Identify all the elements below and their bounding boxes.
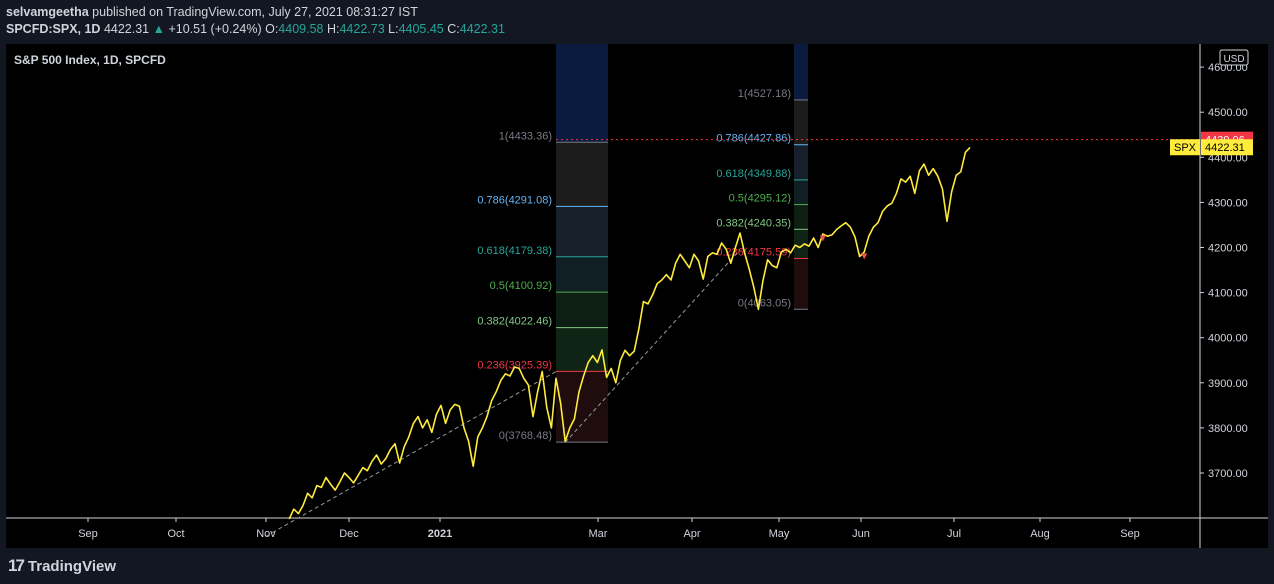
fib-zone: [794, 229, 808, 259]
y-tick-label: 4100.00: [1208, 288, 1248, 300]
fib-top-band: [794, 44, 808, 100]
tradingview-brand: TradingView: [27, 557, 117, 575]
fib-zone: [556, 206, 608, 257]
symbol-badge-label: SPX: [1174, 142, 1197, 154]
fib-zone: [556, 142, 608, 207]
fib-top-band: [556, 44, 608, 143]
fib-level-label: 0.382(4240.35): [716, 217, 791, 229]
price-chart[interactable]: 3700.00 3800.00 3900.00 4000.00 4100.00 4200.…: [6, 44, 1268, 548]
quote-line: SPCFD:SPX, 1D 4422.31 ▲ +10.51 (+0.24%) …: [6, 22, 505, 36]
symbol-label[interactable]: SPCFD:SPX, 1D: [6, 22, 101, 36]
tradingview-logo-icon: 17: [8, 556, 25, 575]
close-value: 4422.31: [459, 22, 505, 36]
close-label: C:: [447, 22, 460, 36]
fib-level-label: 0(4063.05): [738, 297, 791, 309]
x-tick-label: Jul: [947, 528, 961, 540]
fib-level-label: 0.618(4349.88): [716, 168, 791, 180]
x-tick-label: May: [769, 528, 790, 540]
y-tick-label: 4400.00: [1208, 152, 1248, 164]
footer: 17 TradingView: [0, 548, 1274, 584]
fib-zone: [556, 292, 608, 328]
y-tick-label: 4500.00: [1208, 107, 1248, 119]
low-value: 4405.45: [398, 22, 444, 36]
last-price: 4422.31: [103, 22, 150, 36]
price-line: [288, 146, 971, 520]
fib-level-label: 0.236(3925.39): [477, 359, 552, 371]
trend-line: [265, 371, 557, 537]
fib-zone: [794, 179, 808, 205]
tradingview-logo[interactable]: 17 TradingView: [8, 556, 116, 576]
x-tick-label: Aug: [1030, 528, 1050, 540]
fib-zone: [794, 144, 808, 180]
last-price-badge: [1201, 139, 1253, 156]
fib-level-label: 0.5(4100.92): [490, 280, 552, 292]
y-tick-label: 4300.00: [1208, 197, 1248, 209]
open-label: O:: [265, 22, 279, 36]
low-label: L:: [388, 22, 399, 36]
open-value: 4409.58: [278, 22, 324, 36]
fib-level-label: 0.786(4427.86): [716, 133, 791, 145]
fib-zone: [556, 256, 608, 293]
chart-header: selvamgeetha published on TradingView.co…: [0, 0, 1274, 44]
trend-line: [564, 249, 741, 443]
currency-label: USD: [1223, 54, 1244, 65]
x-tick-label: Jun: [852, 528, 870, 540]
fib-level-label: 0.786(4291.08): [477, 194, 552, 206]
x-tick-label: 2021: [428, 528, 452, 540]
y-tick-label: 3700.00: [1208, 468, 1248, 480]
publish-text: published on TradingView.com, July 27, 2…: [92, 5, 418, 19]
fib-zone: [794, 99, 808, 145]
y-tick-label: 4200.00: [1208, 243, 1248, 255]
symbol-badge: [1170, 139, 1200, 156]
author-name[interactable]: selvamgeetha: [6, 5, 89, 19]
x-tick-label: Nov: [256, 528, 276, 540]
chart-pane[interactable]: 3700.00 3800.00 3900.00 4000.00 4100.00 4200.…: [6, 44, 1268, 548]
price-change: +10.51 (+0.24%): [168, 22, 262, 36]
high-value: 4422.73: [339, 22, 385, 36]
x-tick-label: Sep: [78, 528, 98, 540]
fib-level-label: 0(3768.48): [499, 430, 552, 442]
y-tick-label: 4000.00: [1208, 333, 1248, 345]
currency-box: [1219, 49, 1249, 66]
down-arrow-icon: [819, 235, 826, 242]
x-tick-label: Mar: [589, 528, 608, 540]
fib-level-label: 0.5(4295.12): [729, 193, 791, 205]
fib-level-label: 0.618(4179.38): [477, 245, 552, 257]
fib-level-label: 1(4527.18): [738, 88, 791, 100]
price-axis: [1200, 44, 1268, 548]
fib-level-label: 0.382(4022.46): [477, 316, 552, 328]
pane-title: S&P 500 Index, 1D, SPCFD: [14, 53, 166, 67]
publish-line: selvamgeetha published on TradingView.co…: [6, 5, 418, 19]
fib-zone: [794, 204, 808, 230]
x-tick-label: Apr: [683, 528, 700, 540]
y-tick-label: 3900.00: [1208, 378, 1248, 390]
fib-zone: [794, 258, 808, 310]
x-tick-label: Dec: [339, 528, 359, 540]
y-tick-label: 3800.00: [1208, 423, 1248, 435]
fib-level-label: 1(4433.36): [499, 130, 552, 142]
up-arrow-icon: ▲: [152, 22, 165, 36]
x-tick-label: Sep: [1120, 528, 1140, 540]
down-arrow-icon: [861, 253, 868, 260]
fib-zone: [556, 327, 608, 372]
x-tick-label: Oct: [167, 528, 184, 540]
last-price-label: 4422.31: [1205, 142, 1245, 154]
high-label: H:: [326, 22, 340, 36]
